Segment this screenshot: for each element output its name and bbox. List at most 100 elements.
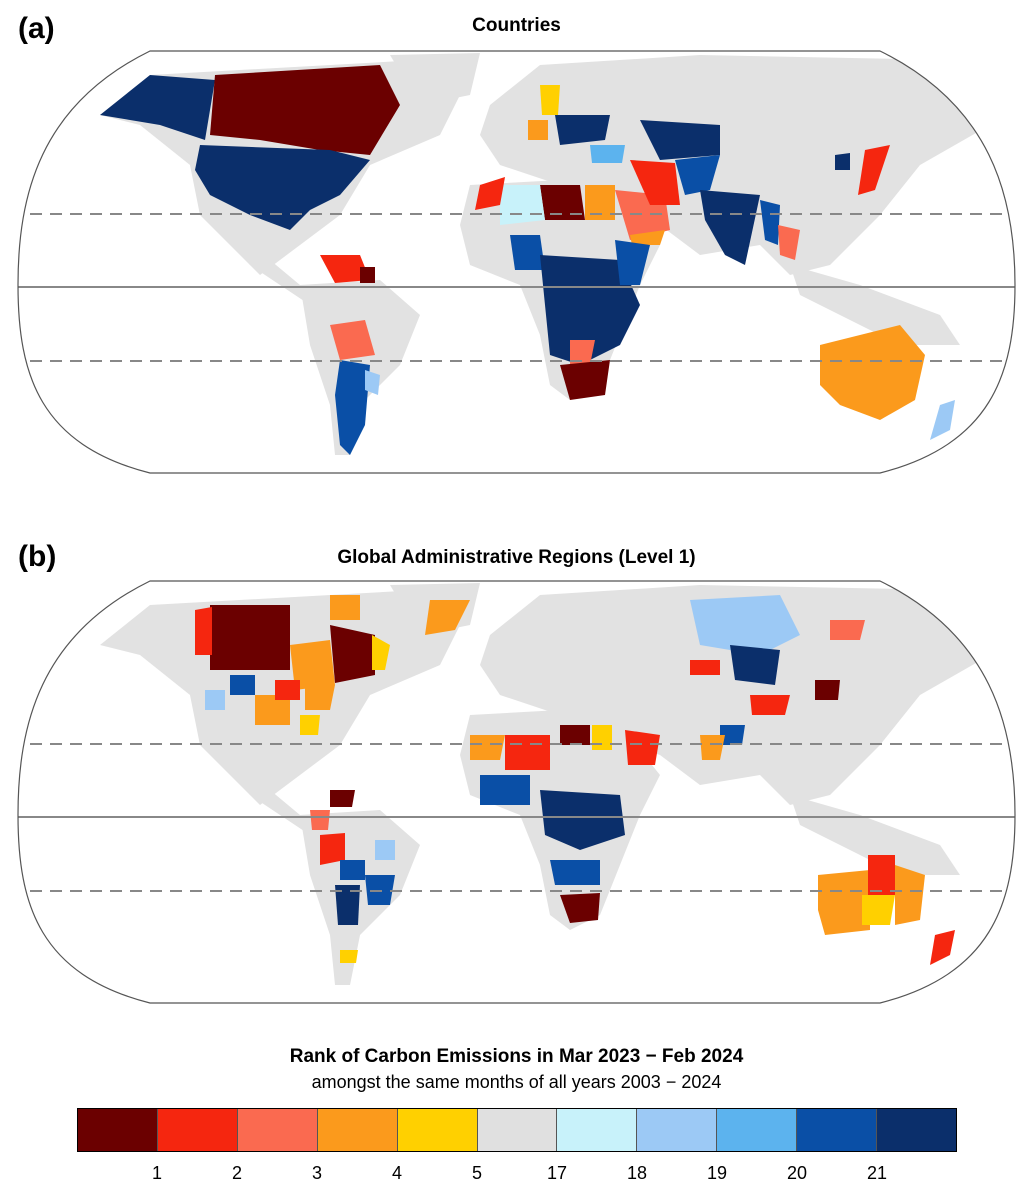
map-outline [17,50,1016,474]
region-russia-a [730,645,780,685]
region-colombia [310,810,330,830]
region-argentina [335,360,370,455]
legend-tick-label: 2 [231,1163,243,1183]
map-outline [17,580,1016,1004]
panel-a-label: (a) [18,12,55,45]
land-central-america [230,240,320,305]
region-venezuela-a [330,790,355,807]
region-united-states [195,145,370,230]
region-venezuela [320,255,370,283]
region-greenland [425,600,470,635]
region-nunavut-a [330,595,360,620]
map-panel-a [17,50,1016,474]
legend-tick-label: 1 [151,1163,163,1183]
legend-tick-label: 20 [786,1163,808,1183]
land-greenland [390,53,480,105]
region-australia-south [862,895,895,925]
region-korea [835,153,850,170]
legend-tick-label: 17 [546,1163,568,1183]
region-kazakh-a [690,660,720,675]
region-new-zealand [930,930,955,965]
legend-swatch-3 [237,1109,318,1151]
region-bolivia [340,860,365,880]
region-australia-west [818,870,870,935]
region-morocco [475,177,505,210]
region-algeria-b [470,735,505,760]
region-new-zealand [930,400,955,440]
land-eurasia [480,585,990,805]
region-south-africa [560,893,600,923]
region-us-central-b [255,695,290,725]
legend-swatch-8 [637,1109,718,1151]
region-alaska [100,75,215,140]
region-yemen [630,230,665,245]
region-iran [630,160,680,205]
region-southern-africa [550,860,600,885]
region-sahara-b [560,725,590,745]
legend-tick-label: 5 [471,1163,483,1183]
region-west-africa [510,235,545,270]
legend-swatch-9 [717,1109,798,1151]
region-us-central-c [275,680,300,700]
region-arabia [625,730,660,765]
region-west-africa [480,775,530,805]
region-china-a [720,725,745,745]
land-central-america [230,770,320,835]
region-turkey [590,145,625,163]
region-australia [820,325,925,420]
region-india-a [700,735,725,760]
region-us-southeast [300,715,320,735]
region-peru [320,833,345,865]
region-australia-north [868,855,895,895]
region-us-northwest [205,690,225,710]
legend-swatch-5 [397,1109,478,1151]
region-central-asia [675,155,720,195]
panel-b-label: (b) [18,540,57,573]
region-patagonia [340,950,358,963]
region-east-asia [815,680,840,700]
region-russia-east [830,620,865,640]
region-angola [570,340,595,365]
land-southeast-asia [790,265,960,345]
region-europe-central [528,120,548,140]
region-kazakhstan [640,120,720,160]
region-brazil-a [375,840,395,860]
region-south-africa [560,360,610,400]
region-myanmar [760,200,780,245]
region-europe-east [555,115,610,145]
map-panel-b [17,580,1016,1004]
region-east-africa [615,240,650,285]
legend-title: Rank of Carbon Emissions in Mar 2023 − F… [289,1046,744,1067]
region-australia-east [895,865,925,925]
region-sudan [585,220,615,255]
region-central-canada [290,640,335,690]
region-eastern-canada [330,625,375,683]
region-japan [858,145,890,195]
region-siberia [690,595,800,655]
region-central-africa [540,255,640,365]
legend-tick-label: 4 [391,1163,403,1183]
region-uruguay [365,370,380,395]
region-europe-north [540,85,560,115]
legend-tick-label: 3 [311,1163,323,1183]
region-bolivia [330,320,375,360]
legend-subtitle: amongst the same months of all years 200… [311,1072,722,1092]
region-canada [210,65,400,155]
legend-swatch-10 [797,1109,878,1151]
region-algeria [500,185,545,225]
legend-tick-label: 18 [626,1163,648,1183]
region-mongolia [750,695,790,715]
region-us-central-a [230,675,255,695]
region-guianas [360,267,375,283]
panel-a-title: Countries [472,15,561,36]
region-argentina-a [335,885,360,925]
region-western-canada [210,605,290,670]
legend-colorbar [77,1108,957,1152]
region-thailand [778,225,800,260]
region-central-africa [540,790,625,850]
region-libya [540,185,585,220]
land-eurasia [480,55,990,275]
legend-swatch-7 [557,1109,638,1151]
region-yukon [195,607,212,655]
legend-swatch-4 [317,1109,398,1151]
